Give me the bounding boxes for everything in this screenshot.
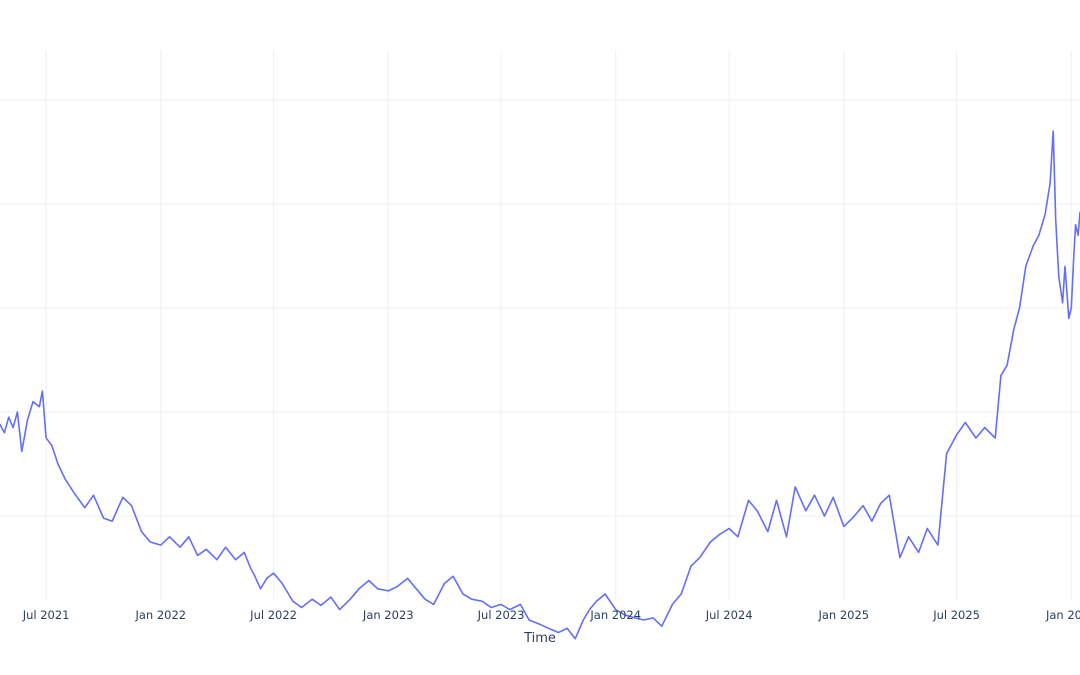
x-tick-label: Jul 2024 [705, 608, 753, 622]
x-tick-label: Jul 2025 [932, 608, 980, 622]
x-tick-label: Jan 2025 [817, 608, 869, 622]
x-tick-label: Jul 2023 [477, 608, 525, 622]
x-tick-label: Jan 2023 [362, 608, 414, 622]
series-line-0 [0, 130, 1080, 640]
x-tick-label: Jan 2024 [589, 608, 641, 622]
x-tick-label: Jul 2021 [22, 608, 70, 622]
x-tick-label: Jan 2022 [134, 608, 186, 622]
series-layer [0, 130, 1080, 640]
grid [0, 50, 1080, 600]
x-axis-title: Time [523, 631, 556, 646]
x-tick-label: Jan 2026 [1045, 608, 1080, 622]
x-axis-ticks: Jul 2021 Jan 2022 Jul 2022 Jan 2023 Jul 2023… [22, 608, 1080, 622]
x-tick-label: Jul 2022 [249, 608, 297, 622]
